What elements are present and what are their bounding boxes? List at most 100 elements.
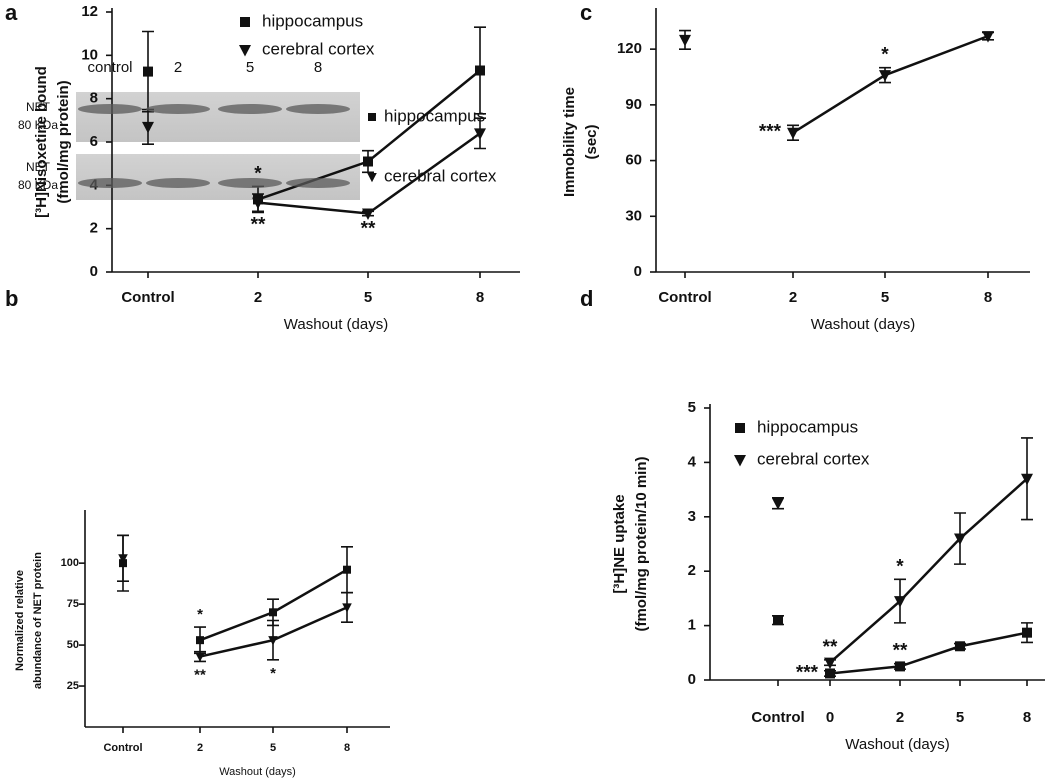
data-point — [252, 197, 264, 210]
data-point — [269, 608, 277, 617]
y-tick-label: 60 — [625, 152, 642, 169]
significance-mark: * — [197, 606, 203, 623]
blot-row-label: NET — [26, 100, 51, 114]
y-tick-label: 3 — [688, 508, 696, 525]
y-tick-label: 120 — [617, 40, 642, 57]
data-point — [879, 70, 891, 82]
y-tick-label: 30 — [625, 207, 642, 224]
blot-band — [78, 104, 142, 114]
blot-band — [146, 178, 210, 188]
data-point — [825, 668, 835, 679]
x-tick-label: Control — [121, 289, 174, 306]
y-tick-label: 1 — [688, 617, 696, 634]
x-tick-label: Control — [751, 709, 804, 726]
significance-mark: ** — [823, 637, 838, 658]
data-point — [772, 498, 784, 510]
x-tick-label: 5 — [270, 742, 276, 754]
blot-band — [218, 104, 282, 114]
data-point — [367, 173, 377, 183]
significance-mark: ** — [194, 666, 206, 683]
x-tick-label: Control — [103, 742, 142, 754]
data-point — [1021, 473, 1033, 486]
blot-band — [286, 178, 350, 188]
y-axis-label: [³H]Nisoxetine bound — [33, 66, 50, 218]
blot-band — [286, 104, 350, 114]
y-tick-label: 6 — [90, 133, 98, 150]
panel-label: b — [5, 286, 18, 311]
data-point — [679, 34, 691, 47]
x-tick-label: 5 — [881, 289, 889, 306]
lane-label: 2 — [174, 59, 182, 76]
blot-row-label: 80 KDa — [18, 178, 58, 192]
data-point — [362, 208, 374, 220]
y-tick-label: 25 — [67, 680, 79, 692]
x-tick-label: Control — [658, 289, 711, 306]
x-tick-label: 8 — [984, 289, 992, 306]
y-axis-label: Immobility time — [561, 87, 578, 197]
x-axis-label: Washout (days) — [811, 316, 915, 333]
lane-label: 5 — [246, 59, 254, 76]
blot-row-label: 80 KDa — [18, 118, 58, 132]
significance-mark: ** — [361, 219, 376, 240]
y-axis-label: [³H]NE uptake — [611, 494, 628, 593]
panel-label: a — [5, 0, 18, 25]
x-tick-label: 8 — [476, 289, 484, 306]
y-tick-label: 90 — [625, 96, 642, 113]
data-point — [342, 603, 352, 613]
data-point — [268, 636, 278, 646]
data-point — [196, 636, 204, 645]
x-axis-label: Washout (days) — [284, 316, 388, 333]
blot-image — [76, 92, 360, 142]
legend-label: hippocampus — [384, 106, 485, 125]
legend-label: cerebral cortex — [757, 449, 870, 468]
data-point — [343, 565, 351, 574]
x-axis-label: Washout (days) — [219, 766, 296, 778]
data-point — [118, 554, 128, 564]
x-tick-label: 2 — [896, 709, 904, 726]
blot-band — [218, 178, 282, 188]
panel-label: c — [580, 0, 592, 25]
data-point — [895, 661, 905, 672]
significance-mark: * — [254, 163, 262, 184]
y-tick-label: 8 — [90, 90, 98, 107]
y-tick-label: 0 — [90, 263, 98, 280]
data-point — [955, 641, 965, 652]
significance-mark: ** — [893, 641, 908, 662]
legend-label: hippocampus — [757, 417, 858, 436]
significance-mark: *** — [796, 662, 819, 683]
data-point — [954, 533, 966, 546]
y-axis-label: (sec) — [583, 124, 600, 159]
significance-mark: * — [270, 665, 276, 682]
significance-mark: *** — [759, 122, 782, 143]
data-point — [734, 455, 746, 467]
y-axis-label: (fmol/mg protein) — [55, 80, 72, 203]
significance-mark: * — [896, 556, 904, 577]
blot-image — [76, 154, 360, 200]
x-tick-label: 5 — [364, 289, 372, 306]
data-point — [773, 615, 783, 626]
data-point — [142, 121, 154, 134]
y-tick-label: 75 — [67, 598, 79, 610]
significance-mark: ** — [251, 214, 266, 235]
data-point — [363, 156, 373, 167]
blot-band — [78, 178, 142, 188]
y-tick-label: 5 — [688, 399, 696, 416]
data-point — [1022, 627, 1032, 638]
y-tick-label: 0 — [688, 671, 696, 688]
y-tick-label: 0 — [634, 263, 642, 280]
y-tick-label: 12 — [81, 3, 98, 20]
panel-label: d — [580, 286, 593, 311]
series-line — [829, 477, 1028, 664]
legend-label: cerebral cortex — [262, 39, 375, 58]
x-tick-label: 5 — [956, 709, 964, 726]
data-point — [475, 65, 485, 76]
y-tick-label: 10 — [81, 46, 98, 63]
data-point — [239, 45, 251, 57]
x-tick-label: 2 — [254, 289, 262, 306]
x-tick-label: 0 — [826, 709, 834, 726]
data-point — [368, 113, 376, 121]
y-axis-label: abundance of NET protein — [32, 552, 44, 689]
significance-mark: * — [881, 45, 889, 66]
data-point — [195, 652, 205, 662]
lane-label: control — [87, 59, 132, 76]
